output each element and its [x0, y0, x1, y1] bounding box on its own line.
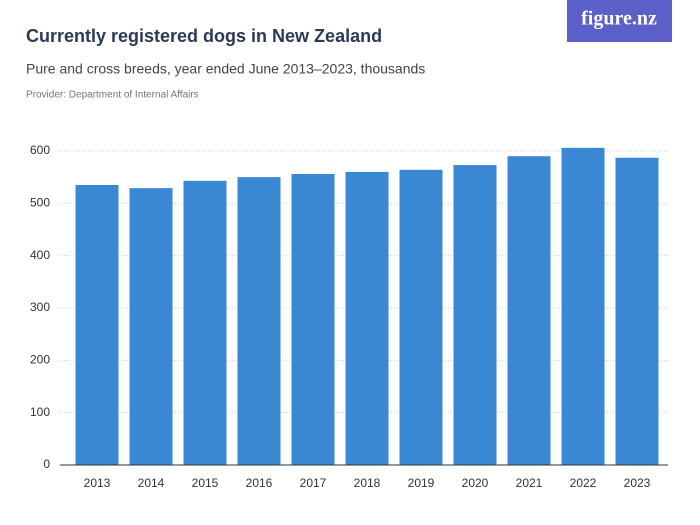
x-tick-label: 2017 — [300, 476, 327, 490]
brand-logo[interactable] — [567, 0, 672, 42]
x-tick-label: 2013 — [84, 476, 111, 490]
bar — [615, 157, 659, 465]
y-tick-label: 200 — [30, 352, 50, 366]
x-tick-label: 2023 — [624, 476, 651, 490]
bar — [183, 180, 227, 465]
x-tick-label: 2020 — [462, 476, 489, 490]
bar — [345, 171, 389, 465]
bar — [75, 184, 119, 465]
bar — [399, 169, 443, 465]
chart-subtitle: Pure and cross breeds, year ended June 2… — [26, 61, 425, 77]
x-tick-label: 2015 — [192, 476, 219, 490]
bar — [237, 177, 281, 466]
y-tick-label: 400 — [30, 248, 50, 262]
bar — [561, 147, 605, 465]
y-tick-label: 500 — [30, 195, 50, 209]
brand-text: figure.nz — [581, 8, 657, 30]
bar — [291, 173, 335, 466]
chart-title: Currently registered dogs in New Zealand — [26, 26, 382, 46]
y-tick-label: 0 — [43, 457, 50, 471]
bar — [453, 165, 497, 466]
chart-provider: Provider: Department of Internal Affairs — [26, 90, 199, 101]
bar — [129, 188, 173, 465]
y-tick-label: 600 — [30, 143, 50, 157]
x-tick-label: 2018 — [354, 476, 381, 490]
x-tick-label: 2019 — [408, 476, 435, 490]
x-tick-label: 2022 — [570, 476, 597, 490]
y-tick-label: 100 — [30, 405, 50, 419]
x-tick-label: 2014 — [138, 476, 165, 490]
y-tick-label: 300 — [30, 300, 50, 314]
x-tick-label: 2021 — [516, 476, 543, 490]
bar — [507, 156, 551, 466]
x-tick-label: 2016 — [246, 476, 273, 490]
